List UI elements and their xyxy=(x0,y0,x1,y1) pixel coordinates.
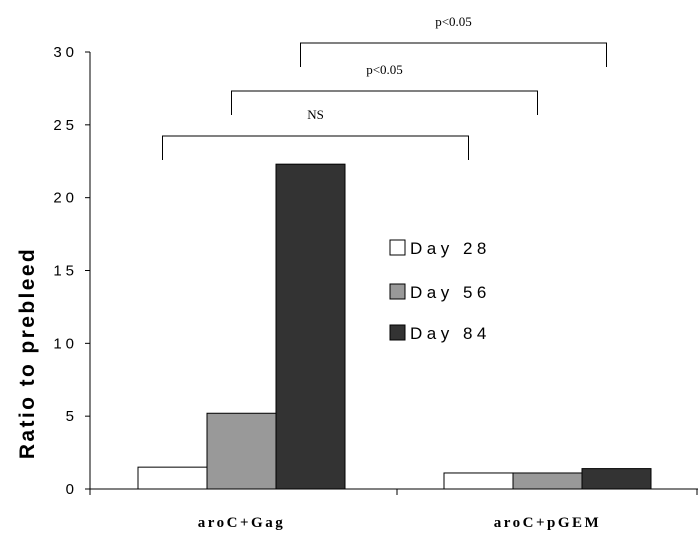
x-category-label: aroC+Gag xyxy=(198,515,285,531)
bar xyxy=(275,163,346,490)
bar xyxy=(137,466,208,490)
significance-bracket xyxy=(162,135,469,160)
y-tick-label: 0 xyxy=(66,481,78,498)
y-tick-label: 10 xyxy=(53,335,78,352)
bar xyxy=(443,472,514,490)
y-tick-label: 15 xyxy=(53,263,78,280)
y-tick-label: 25 xyxy=(53,117,78,134)
bar xyxy=(581,468,652,490)
legend-label: Day 28 xyxy=(410,239,491,258)
legend-swatch xyxy=(389,239,406,256)
axes: 0 5 10 15 20 25 30 aroC+Gag aroC+pGEM xyxy=(53,44,698,531)
legend-swatch xyxy=(389,324,406,341)
y-tick-label: 30 xyxy=(53,44,78,61)
y-tick-label: 20 xyxy=(53,190,78,207)
bar xyxy=(512,472,583,490)
legend: Day 28 Day 56 Day 84 xyxy=(389,239,491,343)
significance-label: p<0.05 xyxy=(435,14,472,29)
significance-bracket xyxy=(231,90,538,115)
bars xyxy=(137,163,652,490)
significance-bracket xyxy=(300,42,607,67)
bar xyxy=(206,412,277,490)
y-tick-label: 5 xyxy=(66,408,78,425)
significance-label: p<0.05 xyxy=(366,62,403,77)
legend-label: Day 84 xyxy=(410,324,491,343)
legend-label: Day 56 xyxy=(410,283,491,302)
significance-label: NS xyxy=(307,107,324,122)
x-category-label: aroC+pGEM xyxy=(494,515,601,531)
significance-brackets: NS p<0.05 p<0.05 xyxy=(162,14,607,160)
y-axis-title: Ratio to prebleed xyxy=(16,247,39,459)
legend-swatch xyxy=(389,283,406,300)
